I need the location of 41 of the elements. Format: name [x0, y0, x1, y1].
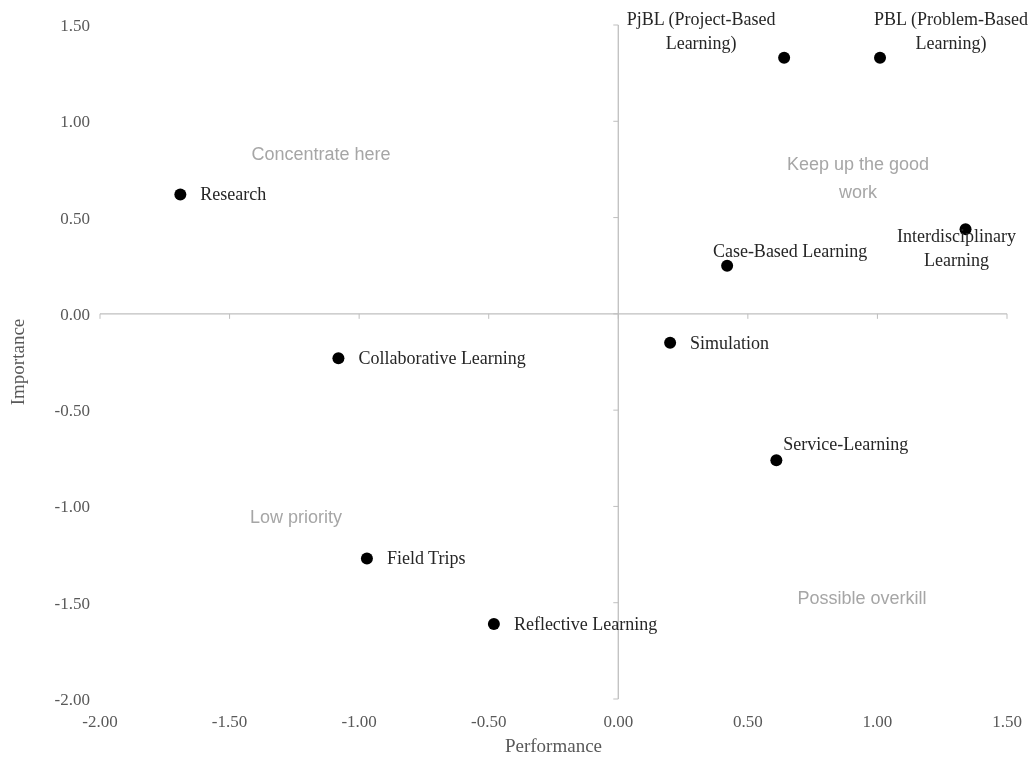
annotation: Service-Learning: [783, 434, 909, 455]
annotation: Possible overkill: [797, 588, 927, 608]
x-tick-label: -1.50: [211, 712, 248, 731]
x-tick-label: -1.00: [341, 712, 377, 731]
annotation: PBL (Problem-Based Learning): [874, 8, 1028, 54]
annotation: Concentrate here: [251, 144, 391, 164]
point: [360, 552, 373, 565]
y-tick-label: 1.00: [60, 112, 90, 132]
x-tick-label: 0.00: [603, 712, 634, 731]
point: [721, 259, 734, 272]
annotation: Collaborative Learning: [358, 348, 526, 369]
annotation: Field Trips: [386, 548, 466, 569]
x-tick-label: -2.00: [82, 712, 118, 731]
y-tick-label: 0.00: [60, 304, 90, 324]
y-tick-label: -2.00: [54, 690, 90, 709]
point: [778, 51, 791, 64]
y-tick-label: 0.50: [60, 208, 90, 228]
x-tick-label: 0.50: [732, 712, 763, 731]
x-tick-label: 1.00: [862, 712, 893, 731]
y-tick-label: -1.00: [54, 497, 90, 517]
annotation: Low priority: [249, 507, 343, 527]
y-tick-label: -0.50: [54, 401, 90, 421]
point: [664, 336, 677, 349]
annotation: PjBL (Project-Based Learning): [626, 8, 776, 54]
annotation: Research: [200, 184, 267, 205]
annotation: Interdisciplinary Learning: [897, 226, 1017, 271]
y-tick-label: 1.50: [60, 16, 90, 35]
annotation: Case-Based Learning: [712, 240, 868, 261]
x-tick-label: -0.50: [471, 712, 507, 731]
annotation: Simulation: [690, 332, 770, 353]
point: [874, 51, 887, 64]
point: [332, 352, 345, 365]
y-tick-label: -1.50: [54, 593, 90, 613]
x-axis-title: Performance: [504, 735, 603, 756]
point: [770, 454, 783, 467]
annotation: Keep up the good work: [786, 154, 930, 202]
annotation: Reflective Learning: [513, 613, 658, 634]
x-tick-label: 1.50: [992, 712, 1022, 731]
y-axis-title: Importance: [7, 318, 28, 406]
point: [487, 617, 500, 630]
point: [174, 188, 187, 201]
